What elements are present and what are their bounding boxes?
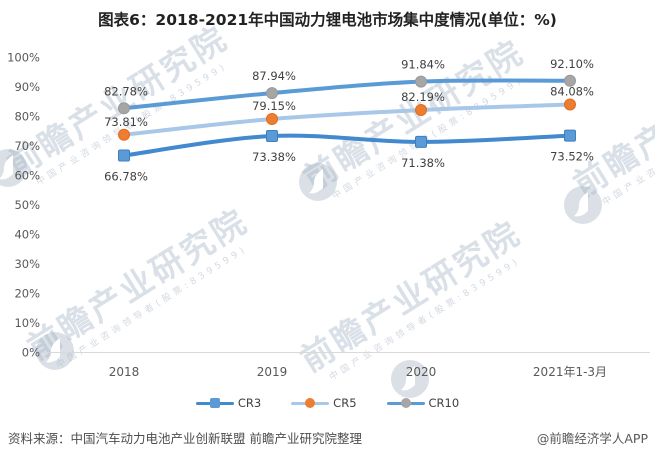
legend-marker-CR3 bbox=[195, 397, 234, 409]
y-axis-label: 10% bbox=[14, 316, 40, 330]
source-note: 资料来源：中国汽车动力电池产业创新联盟 前瞻产业研究院整理 bbox=[8, 431, 362, 446]
y-axis-label: 80% bbox=[14, 110, 40, 124]
brand-credit: @前瞻经济学人APP bbox=[536, 431, 648, 446]
data-label-CR10: 82.78% bbox=[104, 84, 148, 98]
legend-item-CR3: CR3 bbox=[195, 396, 262, 410]
x-axis-label: 2018 bbox=[109, 365, 140, 379]
chart-title: 图表6：2018-2021年中国动力锂电池市场集中度情况(单位：%) bbox=[98, 11, 557, 29]
line-chart-plot: 0% 10% 20% 30% 40% 50% 60% 70% 80% 90% 100% 2018 201… bbox=[7, 51, 650, 379]
legend-label: CR3 bbox=[237, 396, 262, 410]
y-axis-label: 0% bbox=[22, 346, 40, 360]
legend-item-CR5: CR5 bbox=[291, 396, 357, 410]
data-label-CR10: 92.10% bbox=[550, 57, 594, 71]
legend-label: CR10 bbox=[428, 396, 460, 410]
y-axis-label: 70% bbox=[14, 139, 40, 153]
y-axis-label: 50% bbox=[14, 198, 40, 212]
y-axis-label: 40% bbox=[14, 228, 40, 242]
data-label-CR3: 71.38% bbox=[401, 156, 445, 170]
data-label-CR3: 66.78% bbox=[104, 169, 148, 183]
y-axis-label: 20% bbox=[14, 287, 40, 301]
legend-marker-CR10 bbox=[386, 397, 425, 409]
legend-item-CR10: CR10 bbox=[386, 396, 460, 410]
series-line-CR3 bbox=[122, 133, 572, 158]
data-point-CR3 bbox=[266, 130, 278, 143]
data-point-CR3 bbox=[118, 149, 130, 162]
data-point-CR5 bbox=[266, 113, 278, 126]
data-point-CR10 bbox=[118, 102, 130, 115]
data-point-CR5 bbox=[118, 128, 130, 141]
series-line-CR10 bbox=[122, 78, 572, 111]
data-label-CR5: 79.15% bbox=[252, 99, 296, 113]
data-point-CR3 bbox=[564, 129, 576, 142]
data-point-CR3 bbox=[415, 135, 427, 148]
chart-legend: CR3 CR5 CR10 bbox=[0, 396, 655, 410]
data-label-CR3: 73.38% bbox=[252, 150, 296, 164]
series-line-CR5 bbox=[122, 102, 572, 137]
x-axis-label: 2020 bbox=[406, 365, 437, 379]
chart-footer: 资料来源：中国汽车动力电池产业创新联盟 前瞻产业研究院整理 @前瞻经济学人APP bbox=[8, 428, 648, 447]
data-label-CR5: 84.08% bbox=[550, 84, 594, 98]
data-label-CR3: 73.52% bbox=[550, 150, 594, 164]
y-axis-label: 30% bbox=[14, 257, 40, 271]
data-point-CR5 bbox=[415, 104, 427, 117]
data-point-CR10 bbox=[564, 74, 576, 87]
y-axis-label: 60% bbox=[14, 169, 40, 183]
legend-marker-CR5 bbox=[291, 397, 330, 409]
y-axis-label: 90% bbox=[14, 80, 40, 94]
data-label-CR10: 87.94% bbox=[252, 69, 296, 83]
data-label-CR5: 73.81% bbox=[104, 115, 148, 129]
x-axis-label: 2019 bbox=[257, 365, 288, 379]
data-label-CR5: 82.19% bbox=[401, 90, 445, 104]
x-axis-label: 2021年1-3月 bbox=[533, 365, 607, 379]
data-point-CR5 bbox=[564, 98, 576, 111]
data-point-CR10 bbox=[266, 87, 278, 100]
data-point-CR10 bbox=[415, 75, 427, 88]
y-axis-label: 100% bbox=[7, 51, 40, 65]
data-label-CR10: 91.84% bbox=[401, 58, 445, 72]
legend-label: CR5 bbox=[333, 396, 357, 410]
